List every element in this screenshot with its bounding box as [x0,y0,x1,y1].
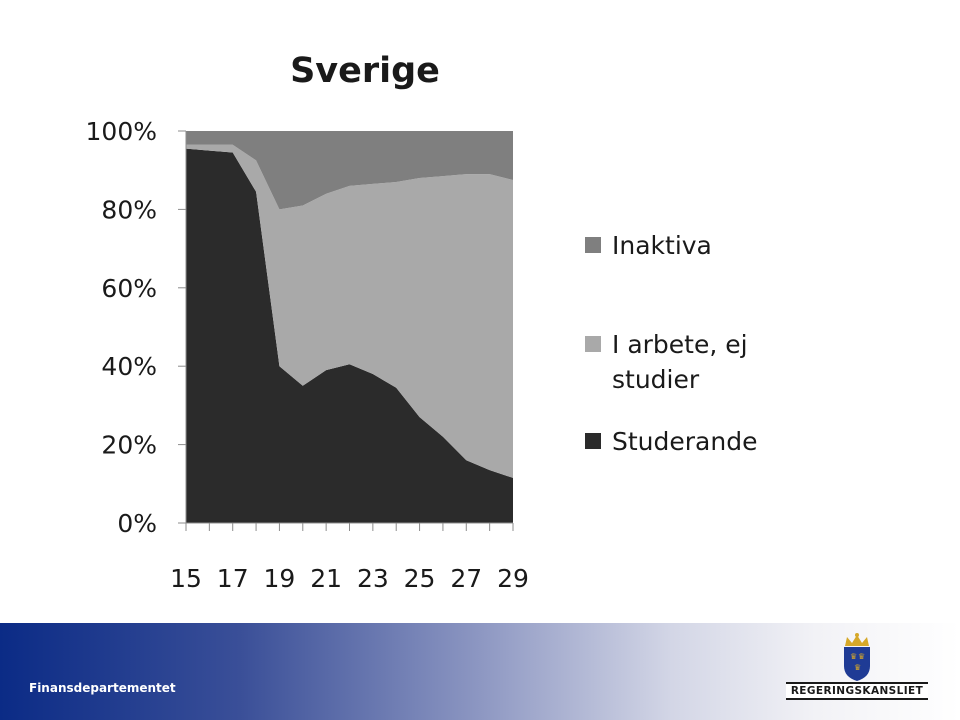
x-tick-label: 15 [170,564,202,593]
y-tick-label: 0% [117,509,157,538]
y-axis-ticks: 0% 20% 40% 60% 80% 100% [86,117,186,538]
x-tick-label: 23 [357,564,389,593]
svg-text:♛: ♛ [854,663,861,672]
y-tick-label: 60% [101,274,157,303]
area-i-arbete-ej-studier [186,144,513,478]
department-name: Finansdepartementet [29,681,176,695]
logo-text: REGERINGSKANSLIET [786,682,928,700]
x-tick-label: 17 [217,564,249,593]
x-tick-label: 27 [450,564,482,593]
chart-title: Sverige [290,51,440,91]
x-tick-label: 29 [497,564,529,593]
svg-text:♛: ♛ [850,652,857,661]
x-tick-label: 21 [310,564,342,593]
y-tick-label: 100% [86,117,157,146]
legend-label: Studerande [612,427,757,456]
legend-label: I arbete, ej studier [612,330,748,394]
area-inaktiva [186,131,513,210]
x-tick-label: 25 [404,564,436,593]
legend: Inaktiva I arbete, ej studier Studerande [585,231,757,456]
y-tick-label: 80% [101,195,157,224]
footer-bar [0,623,960,720]
legend-swatch [585,237,601,253]
x-axis-ticks: 15 17 19 21 23 25 27 29 [170,523,529,593]
area-studerande [186,148,513,523]
x-tick-label: 19 [264,564,296,593]
y-tick-label: 40% [101,352,157,381]
plot-areas [186,131,513,523]
crown-shield-icon: ♛ ♛ ♛ [844,633,870,681]
svg-text:♛: ♛ [858,652,865,661]
y-tick-label: 20% [101,431,157,460]
regeringskansliet-logo: ♛ ♛ ♛ REGERINGSKANSLIET [786,632,928,702]
legend-swatch [585,433,601,449]
legend-swatch [585,336,601,352]
legend-label: Inaktiva [612,231,712,260]
